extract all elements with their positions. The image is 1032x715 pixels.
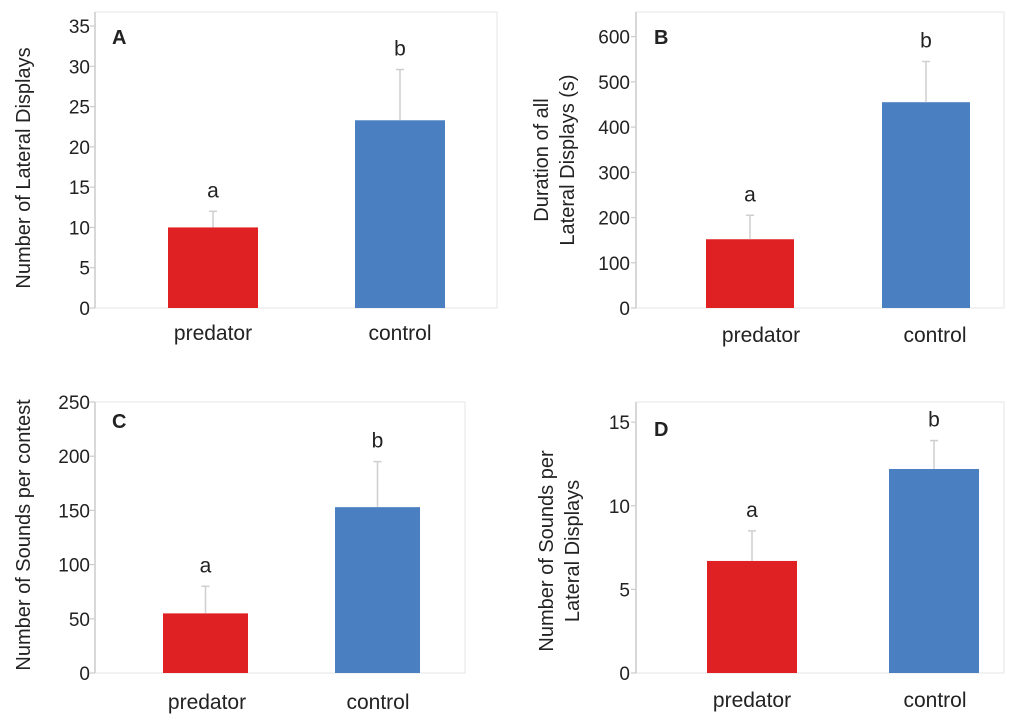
panel-d-letter: D (654, 419, 668, 441)
panel-b-ytick-label: 200 (598, 209, 630, 230)
panel-a-sig-predator: a (207, 179, 219, 202)
panel-b-bar-predator (706, 239, 794, 308)
panel-c-ytick-label: 250 (58, 393, 90, 414)
panel-b-letter: B (654, 27, 668, 49)
panel-a-ytick-label: 25 (69, 98, 90, 119)
panel-b-ytick-label: 400 (598, 118, 630, 139)
panel-b-ytick-label: 100 (598, 254, 630, 275)
panel-b-xlabel-predator: predator (722, 324, 800, 347)
panel-a-sig-control: b (394, 38, 406, 61)
panel-c-sig-predator: a (200, 554, 212, 577)
panel-d-bar-predator (707, 560, 797, 673)
panel-c-ytick-label: 50 (69, 610, 90, 631)
panel-c-bar-control (335, 507, 420, 673)
panel-a-xlabel-control: control (368, 322, 431, 345)
panel-b-sig-control: b (920, 29, 932, 52)
panel-a-ytick-label: 15 (69, 178, 90, 199)
panel-a-ylabel: Number of Lateral Displays (13, 47, 35, 288)
panel-a-plot: 0 5 10 15 20 25 30 35 a b (69, 11, 498, 320)
panel-d-ytick-label: 10 (609, 497, 630, 518)
panel-d: 0 5 10 15 a b D Number of Sounds per Lateral … (536, 401, 1005, 712)
panel-a: 0 5 10 15 20 25 30 35 a b A Number of Lateral Dis… (13, 11, 498, 345)
panel-a-ytick-label: 35 (69, 17, 90, 38)
panel-c-bar-predator (163, 613, 248, 673)
panel-a-ytick-label: 0 (79, 299, 90, 320)
panel-a-ytick-label: 30 (69, 57, 90, 78)
panel-c-ylabel: Number of Sounds per contest (13, 399, 35, 671)
panel-a-bar-control (355, 120, 445, 308)
panel-b-bar-control (882, 102, 970, 308)
panel-d-ytick-label: 0 (619, 664, 630, 685)
panel-b-ytick-label: 500 (598, 73, 630, 94)
panel-a-xlabel-predator: predator (174, 322, 252, 345)
panel-c-ytick-label: 100 (58, 556, 90, 577)
panel-c: 0 50 100 150 200 250 a b C Number of Sounds per… (13, 393, 466, 714)
panel-d-sig-control: b (928, 409, 940, 432)
panel-a-bar-predator (168, 227, 258, 308)
panel-d-xlabel-predator: predator (713, 689, 791, 712)
panel-c-ytick-label: 150 (58, 501, 90, 522)
panel-c-ytick-label: 0 (79, 664, 90, 685)
panel-d-xlabel-control: control (903, 689, 966, 712)
panel-b-ytick-label: 0 (619, 299, 630, 320)
panel-b-ylabel-line2: Lateral Displays (s) (557, 74, 579, 245)
panel-d-ylabel-line2: Lateral Displays (562, 480, 584, 622)
panel-b-plot: 0 100 200 300 400 500 600 a b (598, 11, 1005, 320)
panel-c-ytick-label: 200 (58, 447, 90, 468)
panel-b-ytick-label: 300 (598, 163, 630, 184)
panel-c-xlabel-predator: predator (168, 691, 246, 714)
panel-d-plot: 0 5 10 15 a b (609, 401, 1005, 685)
panel-c-plot: 0 50 100 150 200 250 a b (58, 393, 466, 685)
panel-d-ytick-label: 5 (619, 580, 630, 601)
panel-d-bar-control (889, 468, 979, 673)
panel-d-ylabel-line1: Number of Sounds per (536, 450, 558, 652)
panel-b-ytick-label: 600 (598, 28, 630, 49)
panel-b-sig-predator: a (744, 183, 756, 206)
panel-a-ytick-label: 5 (79, 259, 90, 280)
panel-c-xlabel-control: control (346, 691, 409, 714)
panel-a-ytick-label: 10 (69, 218, 90, 239)
panel-c-letter: C (112, 411, 126, 433)
panel-c-sig-control: b (372, 430, 384, 453)
panel-a-ytick-label: 20 (69, 138, 90, 159)
panel-b-ylabel-line1: Duration of all (531, 98, 553, 221)
panel-d-ytick-label: 15 (609, 413, 630, 434)
panel-b-xlabel-control: control (903, 324, 966, 347)
panel-d-sig-predator: a (746, 499, 758, 522)
panel-a-letter: A (112, 27, 126, 49)
